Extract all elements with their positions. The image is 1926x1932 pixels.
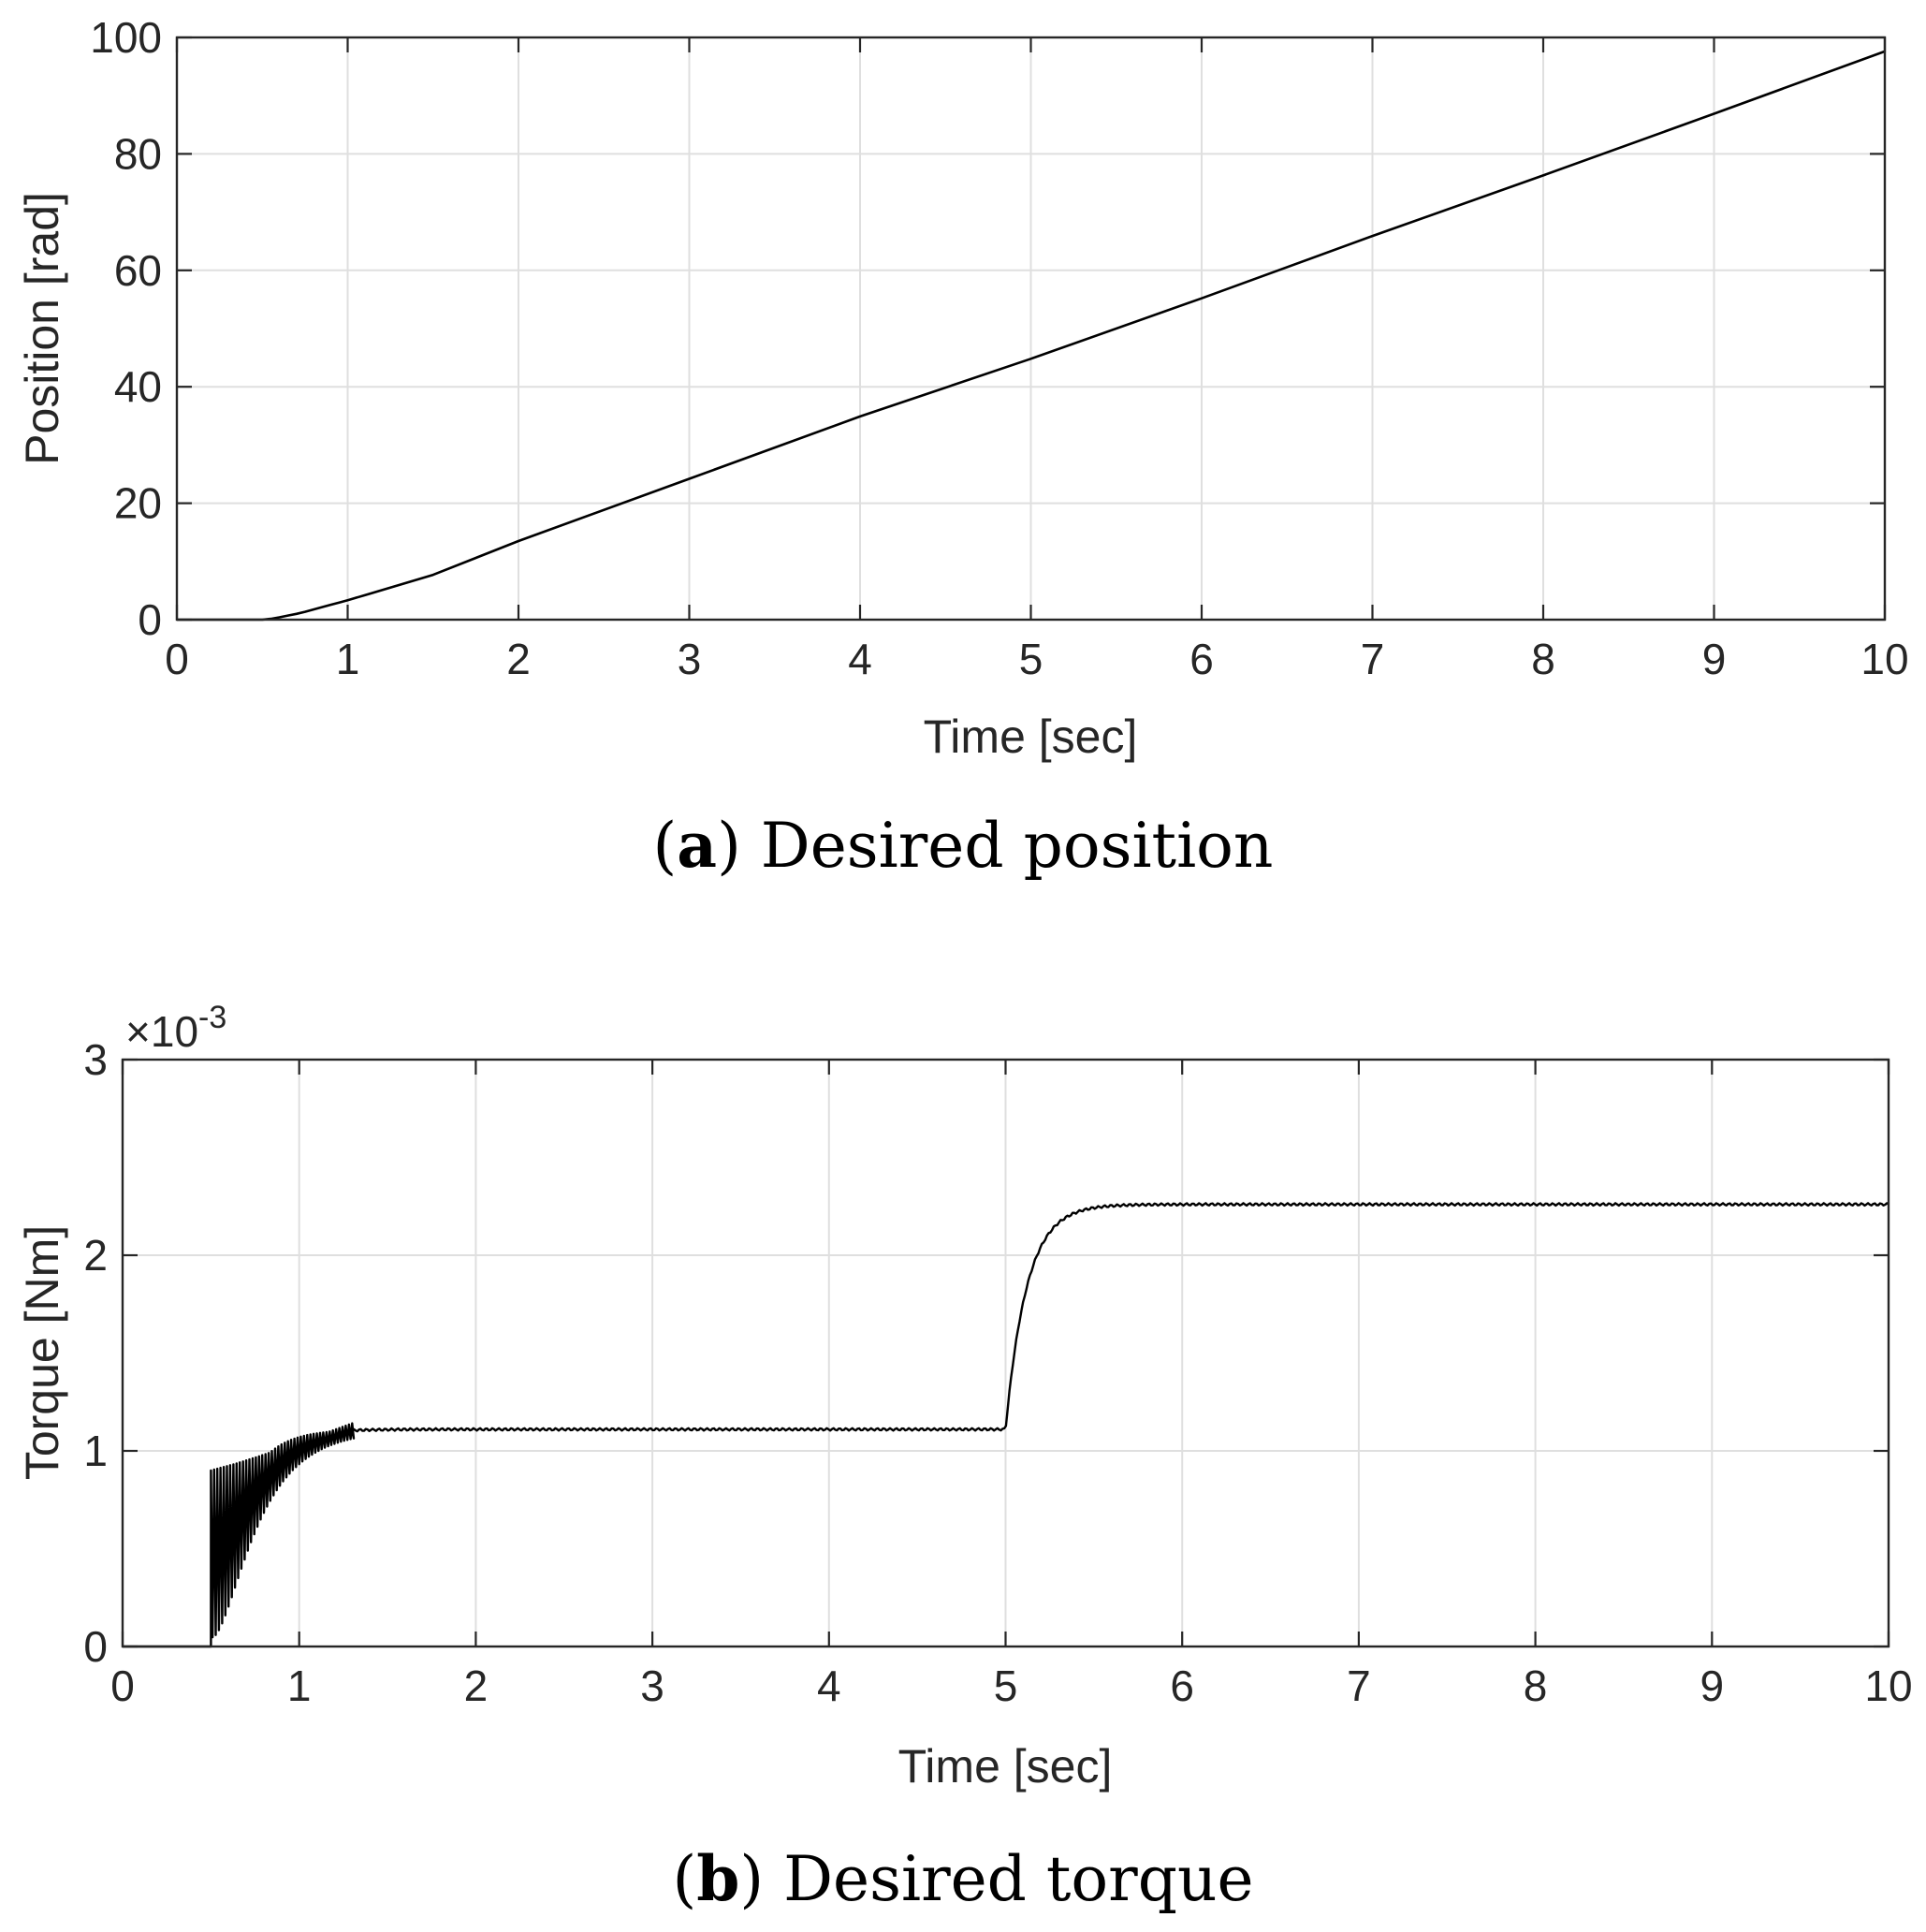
chart-b-x-tick-label: 3 <box>640 1661 664 1710</box>
chart-b-y-tick-label: 2 <box>83 1231 108 1280</box>
chart-a-x-tick-label: 9 <box>1702 635 1727 683</box>
chart-b-axes-box <box>121 1058 1890 1648</box>
chart-b-x-axis-label: Time [sec] <box>898 1740 1113 1793</box>
chart-b-x-tick-label: 8 <box>1524 1661 1548 1710</box>
chart-b-caption-text: Desired torque <box>783 1843 1253 1915</box>
chart-a-caption-label: a <box>677 809 717 882</box>
chart-a-x-axis-label: Time [sec] <box>924 710 1138 763</box>
chart-b-caption-label: b <box>696 1842 739 1915</box>
chart-b-x-tick-label: 10 <box>1864 1661 1912 1710</box>
chart-a-x-tick-label: 3 <box>678 635 702 683</box>
chart-b-x-tick-label: 0 <box>110 1661 135 1710</box>
chart-a-y-tick-label: 0 <box>138 595 162 644</box>
chart-b-x-tick-label: 1 <box>287 1661 312 1710</box>
chart-b-x-tick-labels: 0 1 2 3 4 5 6 7 8 9 10 <box>110 1661 1912 1710</box>
chart-b-x-tick-label: 7 <box>1347 1661 1371 1710</box>
chart-b-grid <box>123 1060 1889 1647</box>
chart-b-exponent-base: 10 <box>151 1007 198 1056</box>
chart-a-caption: (a) Desired position <box>653 809 1274 882</box>
chart-b-y-exponent: ×10-3 <box>125 1000 226 1056</box>
chart-b-y-tick-label: 3 <box>83 1035 108 1084</box>
chart-b-x-tick-label: 6 <box>1170 1661 1194 1710</box>
chart-b-x-tick-label: 2 <box>464 1661 489 1710</box>
chart-a-y-tick-label: 100 <box>90 13 162 62</box>
chart-b-y-tick-label: 0 <box>83 1622 108 1671</box>
chart-b-series-line <box>123 1202 1890 1648</box>
chart-b-y-axis-label: Torque [Nm] <box>16 1225 68 1480</box>
chart-a-x-tick-label: 5 <box>1019 635 1043 683</box>
chart-a-x-tick-label: 1 <box>336 635 360 683</box>
chart-a-grid <box>177 37 1885 620</box>
chart-b-x-tick-label: 9 <box>1700 1661 1725 1710</box>
chart-a-caption-text: Desired position <box>761 810 1274 882</box>
chart-a-series-line <box>177 50 1886 622</box>
chart-a-axes-box <box>175 36 1887 622</box>
chart-b-y-tick-label: 1 <box>83 1427 108 1475</box>
chart-b-x-tick-label: 4 <box>817 1661 841 1710</box>
chart-a-y-tick-labels: 0 20 40 60 80 100 <box>90 13 162 644</box>
chart-b-caption: (b) Desired torque <box>672 1842 1253 1915</box>
chart-a-x-tick-label: 8 <box>1531 635 1555 683</box>
chart-a: 0 1 2 3 4 5 6 7 8 9 10 0 20 40 60 80 100 Time [sec] Pos… <box>16 13 1909 882</box>
chart-b: 0 1 2 3 4 5 6 7 8 9 10 0 1 2 3 ×10-3 Time [sec] Torqu… <box>16 1000 1913 1915</box>
chart-a-x-tick-label: 0 <box>165 635 189 683</box>
chart-b-exponent-power: -3 <box>198 1000 226 1035</box>
chart-a-y-tick-label: 40 <box>114 362 162 411</box>
chart-a-x-tick-labels: 0 1 2 3 4 5 6 7 8 9 10 <box>165 635 1908 683</box>
chart-a-y-tick-label: 60 <box>114 246 162 295</box>
chart-a-y-tick-label: 20 <box>114 479 162 528</box>
chart-b-y-tick-labels: 0 1 2 3 <box>83 1035 108 1671</box>
chart-a-x-tick-label: 7 <box>1361 635 1385 683</box>
chart-a-y-axis-label: Position [rad] <box>16 192 68 465</box>
chart-a-x-tick-label: 10 <box>1860 635 1908 683</box>
chart-a-y-tick-label: 80 <box>114 129 162 178</box>
chart-b-x-tick-label: 5 <box>994 1661 1018 1710</box>
chart-a-x-tick-label: 4 <box>848 635 872 683</box>
chart-a-x-tick-label: 6 <box>1189 635 1214 683</box>
chart-a-x-tick-label: 2 <box>506 635 531 683</box>
